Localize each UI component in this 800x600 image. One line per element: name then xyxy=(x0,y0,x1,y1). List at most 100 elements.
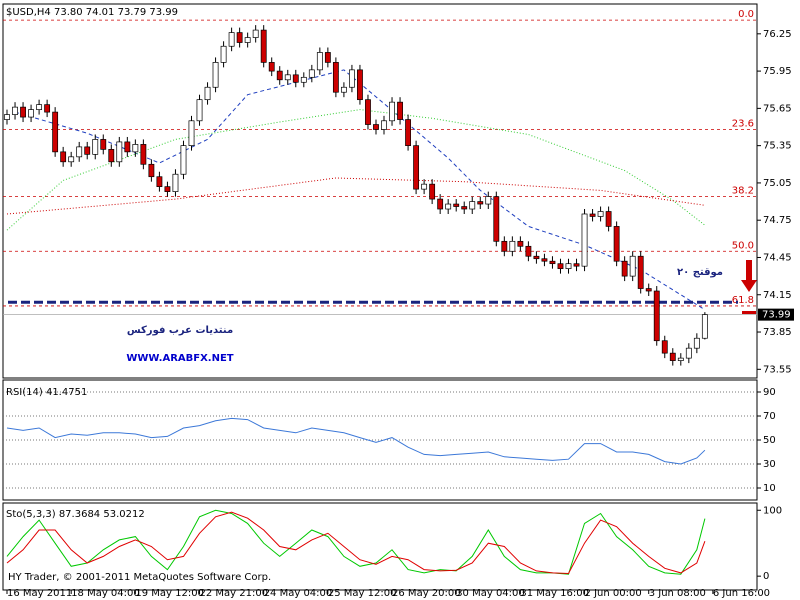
candle-body xyxy=(485,196,492,205)
y-tick-label: 30 xyxy=(763,459,776,470)
candle-body xyxy=(292,74,299,83)
x-tick-label: 18 May 04:00 xyxy=(71,588,140,599)
candle-body xyxy=(429,183,436,200)
x-tick-label: 24 May 04:00 xyxy=(264,588,333,599)
candle-body xyxy=(413,145,420,190)
candle-body xyxy=(605,211,612,227)
candle-body xyxy=(437,198,444,210)
fib-label: 50.0 xyxy=(732,240,754,251)
candle-body xyxy=(669,352,676,361)
candle-body xyxy=(597,211,604,217)
candle-body xyxy=(268,62,275,72)
candle-body xyxy=(188,120,195,146)
y-tick-label: 76.25 xyxy=(763,29,792,40)
candle-body xyxy=(509,240,516,252)
candle-body xyxy=(204,86,211,101)
y-tick-label: 73.85 xyxy=(763,327,792,338)
candle-body xyxy=(28,109,34,118)
fib-label: 38.2 xyxy=(732,186,754,197)
candle-body xyxy=(68,156,75,163)
price-panel xyxy=(2,3,758,379)
moving-average xyxy=(6,109,706,231)
y-tick-label: 74.45 xyxy=(763,252,792,263)
candle-body xyxy=(557,263,564,270)
candle-body xyxy=(340,86,347,93)
candle-body xyxy=(324,52,331,63)
candle-body xyxy=(365,99,371,125)
candle-body xyxy=(469,201,476,210)
level-marker xyxy=(742,311,756,314)
x-tick-label: 30 May 04:00 xyxy=(456,588,525,599)
candle-body xyxy=(405,119,411,146)
candle-body xyxy=(621,260,628,277)
chart-title: $USD,H4 73.80 74.01 73.79 73.99 xyxy=(6,7,178,18)
candle-body xyxy=(637,255,644,289)
candle-body xyxy=(36,104,43,110)
candle-body xyxy=(84,146,91,155)
last-price-label: 73.99 xyxy=(762,310,791,321)
candle-body xyxy=(196,99,203,122)
x-tick-label: 31 May 16:00 xyxy=(520,588,589,599)
candle-body xyxy=(108,149,115,163)
candle-body xyxy=(629,255,636,277)
y-tick-label: 100 xyxy=(763,505,782,516)
indicator-line xyxy=(6,511,706,575)
candle-body xyxy=(140,144,147,165)
copyright: HY Trader, © 2001-2011 MetaQuotes Softwa… xyxy=(8,572,271,583)
candle-body xyxy=(549,260,556,265)
candle-body xyxy=(148,163,155,178)
y-tick-label: 75.65 xyxy=(763,103,792,114)
candle-body xyxy=(589,213,596,217)
candle-body xyxy=(76,146,83,158)
y-tick-label: 75.35 xyxy=(763,141,792,152)
candle-body xyxy=(421,183,428,190)
candle-body xyxy=(12,106,18,115)
y-tick-label: 74.75 xyxy=(763,215,792,226)
candle-body xyxy=(228,32,235,47)
x-tick-label: 19 May 12:00 xyxy=(135,588,204,599)
candle-body xyxy=(180,145,187,175)
candle-body xyxy=(501,240,508,252)
y-tick-label: 75.05 xyxy=(763,178,792,189)
candle-body xyxy=(453,203,460,207)
candle-body xyxy=(156,176,163,188)
candle-body xyxy=(477,201,484,205)
candle-body xyxy=(244,37,251,43)
candle-body xyxy=(357,69,363,101)
candle-body xyxy=(20,106,26,118)
fib-label: 0.0 xyxy=(738,9,754,20)
annotation: منتديات عرب فوركس xyxy=(127,325,233,336)
candle-body xyxy=(461,206,468,210)
candle-body xyxy=(397,101,403,120)
x-tick-label: 26 May 20:00 xyxy=(392,588,461,599)
y-tick-label: 75.95 xyxy=(763,66,792,77)
x-tick-label: 22 May 21:00 xyxy=(200,588,269,599)
candle-body xyxy=(92,139,99,155)
candle-body xyxy=(300,76,307,83)
candle-body xyxy=(44,104,51,113)
candle-body xyxy=(581,213,588,267)
candle-body xyxy=(677,357,684,361)
candle-body xyxy=(373,124,379,130)
candle-body xyxy=(260,29,267,63)
candle-body xyxy=(164,186,171,192)
candle-body xyxy=(332,62,339,93)
stochastic-title: Sto(5,3,3) 87.3684 53.0212 xyxy=(6,509,145,520)
candle-body xyxy=(445,203,452,210)
x-tick-label: 2 Jun 00:00 xyxy=(585,588,642,599)
candle-body xyxy=(685,347,692,359)
x-tick-label: 3 Jun 08:00 xyxy=(649,588,706,599)
candle-body xyxy=(645,288,652,292)
fib-label: 61.8 xyxy=(732,295,754,306)
candle-body xyxy=(565,263,572,270)
y-tick-label: 70 xyxy=(763,411,776,422)
candle-body xyxy=(693,337,700,349)
arrow xyxy=(741,260,757,292)
candle-body xyxy=(276,70,283,81)
candle-body xyxy=(284,74,291,81)
annotation: WWW.ARABFX.NET xyxy=(126,353,233,364)
candle-body xyxy=(541,258,548,262)
candle-body xyxy=(525,245,532,257)
